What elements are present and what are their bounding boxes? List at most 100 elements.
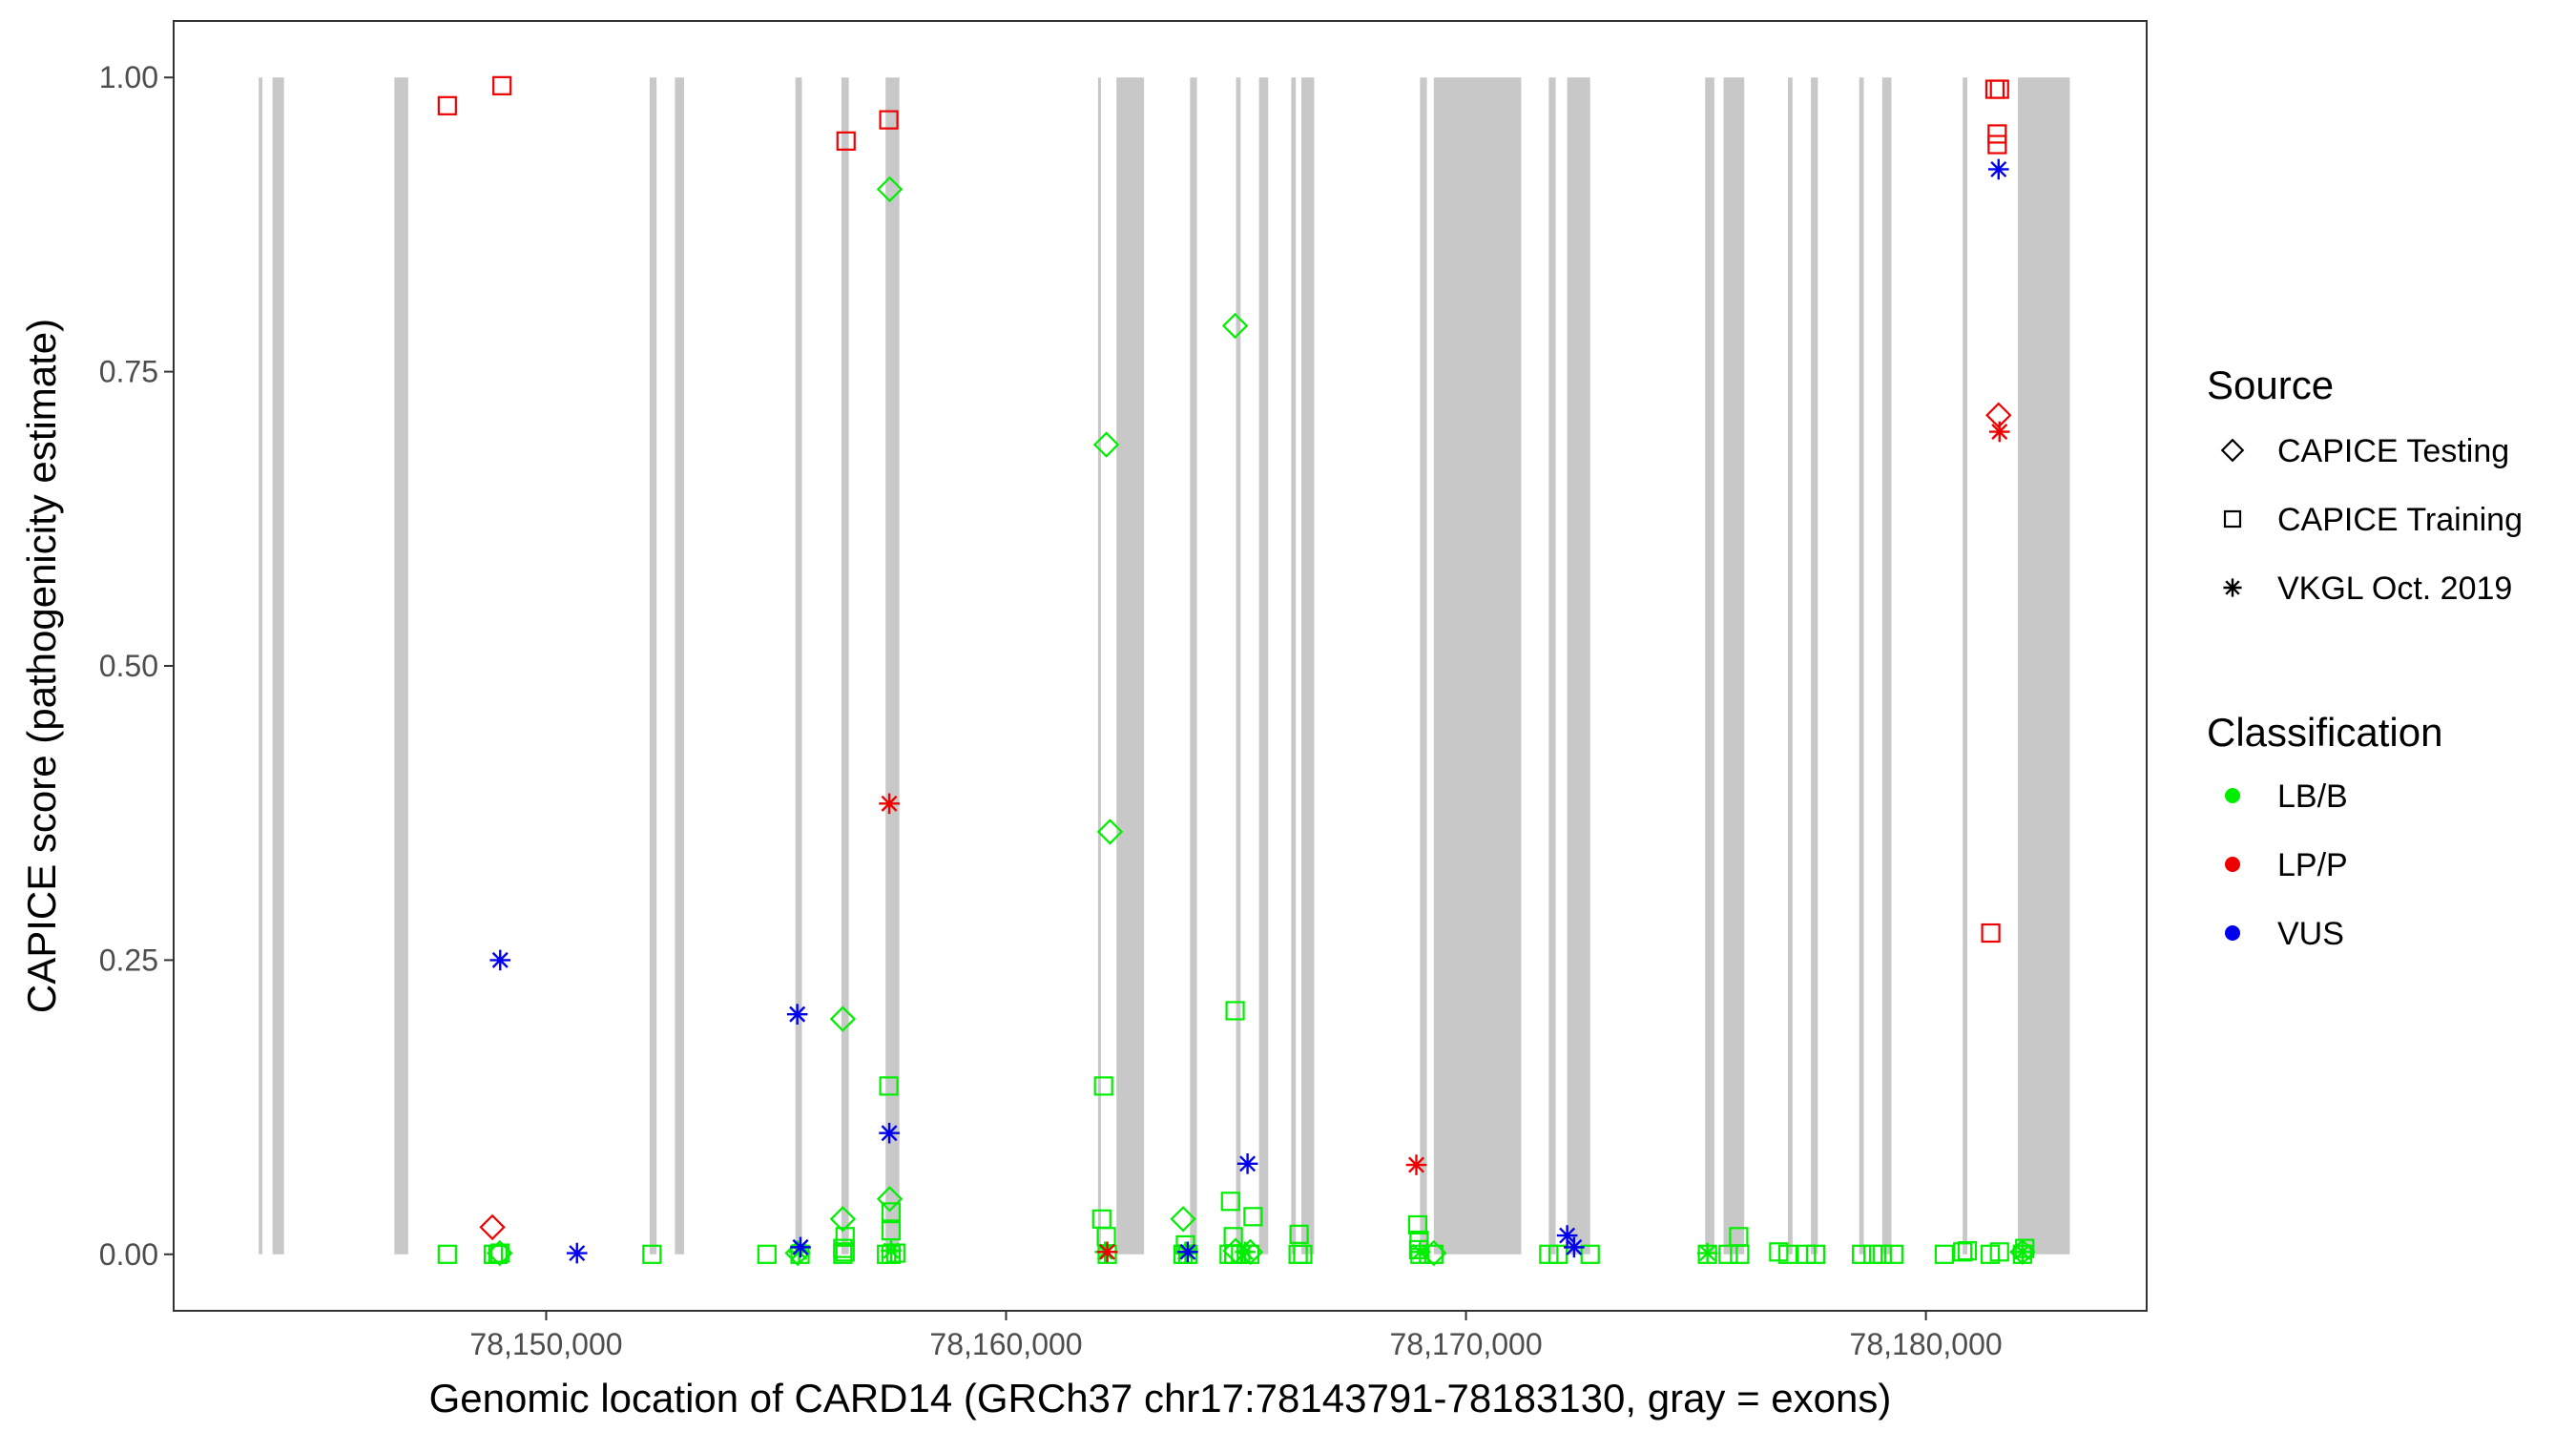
exon-band — [259, 77, 263, 1255]
exon-band — [1097, 77, 1101, 1255]
asterisk-point — [1235, 1241, 1256, 1263]
square-point — [492, 75, 512, 95]
asterisk-point — [1409, 1241, 1431, 1263]
exon-band — [1859, 77, 1864, 1255]
legend-class-label: LP/P — [2277, 847, 2348, 883]
x-axis-title: Genomic location of CARD14 (GRCh37 chr17… — [429, 1376, 1892, 1421]
asterisk-point — [1236, 1153, 1258, 1174]
asterisk-point — [879, 1122, 900, 1144]
square-point — [1934, 1244, 1954, 1264]
square-point — [437, 95, 457, 115]
legend-source-label: VKGL Oct. 2019 — [2277, 570, 2512, 607]
square-point — [1852, 1244, 1872, 1264]
square-point — [1407, 1214, 1428, 1235]
exon-band — [841, 77, 849, 1255]
square-point — [833, 1244, 853, 1264]
square-point — [1953, 1242, 1973, 1262]
square-point — [881, 1202, 902, 1222]
square-point — [1989, 79, 2009, 99]
square-point — [1981, 923, 2001, 944]
asterisk-point — [2223, 578, 2242, 597]
exon-band — [1258, 77, 1269, 1255]
exon-band — [1433, 77, 1522, 1255]
exon-band — [394, 77, 408, 1255]
square-point — [1408, 1239, 1429, 1259]
y-tick-label: 1.00 — [99, 60, 158, 94]
exon-band — [1116, 77, 1145, 1255]
square-point — [1805, 1244, 1826, 1264]
asterisk-point — [1564, 1236, 1585, 1258]
square-point — [1289, 1224, 1309, 1244]
square-point — [488, 1244, 508, 1264]
x-tick-label: 78,170,000 — [1389, 1327, 1542, 1361]
square-point — [1243, 1207, 1263, 1227]
square-point — [1989, 1242, 2009, 1262]
exon-band — [1788, 77, 1793, 1255]
exon-band — [2018, 77, 2070, 1255]
square-point — [879, 1076, 899, 1096]
diamond-point — [1096, 819, 1124, 845]
square-point — [490, 1243, 510, 1263]
square-point — [1987, 135, 2007, 155]
legend-class-label: VUS — [2277, 916, 2344, 952]
square-point — [1777, 1244, 1798, 1264]
legend-class-title: Classification — [2207, 710, 2442, 755]
square-point — [1987, 124, 2007, 144]
diamond-point — [829, 1006, 857, 1032]
asterisk-point — [1987, 158, 2009, 180]
asterisk-point — [1405, 1154, 1427, 1175]
diamond-point — [479, 1213, 506, 1241]
diamond-point — [1170, 1206, 1196, 1233]
exon-band — [885, 77, 900, 1255]
exon-band — [1723, 77, 1745, 1255]
square-point — [1091, 1209, 1111, 1229]
asterisk-point — [786, 1004, 808, 1025]
square-point — [1220, 1192, 1240, 1212]
x-tick-label: 78,180,000 — [1850, 1327, 2003, 1361]
legend-class-label: LB/B — [2277, 778, 2348, 815]
square-point — [836, 131, 856, 151]
legend: Source Classification CAPICE Testing CAPI… — [2207, 363, 2523, 952]
square-point — [1984, 79, 2005, 99]
square-point — [642, 1244, 662, 1264]
diamond-point — [876, 176, 904, 203]
y-tick-label: 0.00 — [99, 1237, 158, 1272]
square-point — [1718, 1244, 1738, 1264]
legend-source-title: Source — [2207, 363, 2334, 407]
square-point — [1293, 1244, 1313, 1264]
square-point — [879, 110, 899, 130]
square-point — [1423, 1244, 1444, 1264]
exon-band — [1963, 77, 1967, 1255]
legend-source-label: CAPICE Testing — [2277, 433, 2509, 469]
exon-band — [1881, 77, 1892, 1255]
square-point — [1883, 1244, 1903, 1264]
y-tick-label: 0.25 — [99, 943, 158, 977]
exon-band — [649, 77, 657, 1255]
square-point — [1957, 1240, 1978, 1261]
asterisk-point — [489, 949, 511, 971]
x-tick-label: 78,160,000 — [929, 1327, 1082, 1361]
asterisk-point — [879, 793, 900, 815]
diamond-point — [784, 1239, 811, 1267]
y-tick-label: 0.50 — [99, 649, 158, 683]
exon-band — [795, 77, 802, 1255]
square-point — [1239, 1244, 1260, 1264]
x-tick-label: 78,150,000 — [469, 1327, 622, 1361]
exon-band — [1190, 77, 1197, 1255]
asterisk-point — [1988, 421, 2010, 443]
exon-band — [1811, 77, 1818, 1255]
diamond-point — [1092, 431, 1120, 458]
diamond-point — [1221, 312, 1249, 340]
exon-bands — [259, 77, 2070, 1255]
asterisk-point — [881, 1240, 902, 1261]
diamond-point — [2220, 438, 2245, 463]
exon-band — [1705, 77, 1714, 1255]
legend-source-label: CAPICE Training — [2277, 502, 2523, 538]
exon-band — [1236, 77, 1241, 1255]
asterisk-point — [1556, 1225, 1578, 1246]
exon-band — [1548, 77, 1556, 1255]
axes: 0.00 0.25 0.50 0.75 1.00 78,150,000 78,160,000… — [99, 60, 2003, 1361]
legend-class-swatch — [2225, 857, 2240, 872]
square-point — [1219, 1244, 1239, 1264]
